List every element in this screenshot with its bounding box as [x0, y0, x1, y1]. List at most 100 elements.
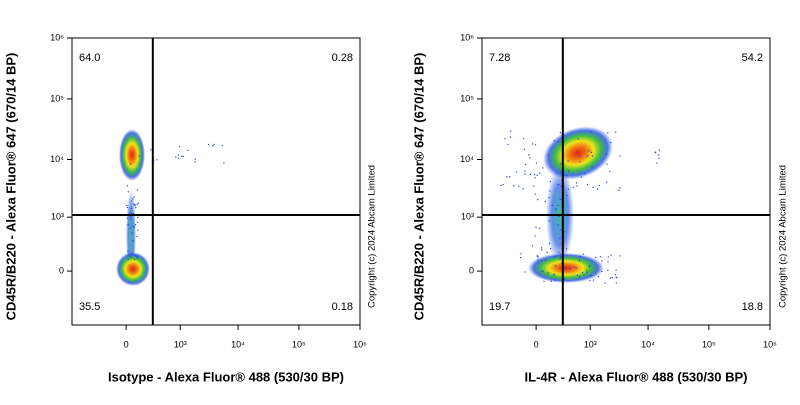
event-dot: [658, 157, 660, 159]
event-dot: [607, 132, 609, 134]
event-dot: [542, 270, 544, 272]
event-dot: [132, 225, 134, 227]
event-dot: [561, 137, 563, 139]
density-cloud: [116, 252, 150, 286]
event-dot: [156, 159, 158, 161]
y-tick-label: 10³: [461, 212, 474, 222]
event-dot: [572, 186, 574, 188]
event-dot: [212, 145, 214, 147]
event-dot: [502, 184, 504, 186]
event-dot: [591, 166, 593, 168]
event-dot: [182, 155, 185, 158]
event-dot: [178, 146, 181, 148]
event-dot: [579, 256, 581, 258]
event-dot: [607, 256, 609, 258]
x-tick-label: 10⁴: [641, 339, 655, 349]
event-dot: [553, 274, 555, 276]
copyright: Copyright (c) 2024 Abcam Limited: [778, 165, 789, 308]
event-dot: [136, 189, 139, 191]
event-dot: [576, 185, 578, 187]
y-axis-label: CD45R/B220 - Alexa Fluor® 647 (670/14 BP…: [3, 53, 18, 321]
event-dot: [555, 255, 557, 257]
x-tick-label: 10⁵: [292, 339, 306, 349]
event-dot: [582, 271, 584, 274]
event-dot: [563, 173, 565, 176]
event-dot: [133, 203, 135, 205]
event-dot: [554, 265, 557, 267]
event-dot: [129, 216, 132, 218]
event-dot: [522, 188, 524, 190]
event-dot: [150, 149, 152, 151]
event-dot: [130, 212, 132, 214]
event-dot: [130, 207, 133, 209]
event-dot: [601, 260, 603, 262]
y-tick-label: 10⁴: [50, 154, 64, 164]
event-dot: [578, 259, 581, 262]
event-dot: [533, 173, 536, 176]
event-dot: [560, 185, 563, 187]
event-dot: [127, 224, 129, 226]
x-tick-label: 10⁵: [702, 339, 716, 349]
event-dot: [584, 172, 586, 175]
event-dot: [589, 279, 591, 282]
event-dot: [515, 171, 517, 173]
density-cloud: [119, 129, 145, 181]
event-dot: [655, 152, 657, 154]
event-dot: [504, 138, 506, 140]
event-dot: [615, 282, 617, 284]
event-dot: [557, 204, 559, 207]
event-dot: [586, 270, 588, 272]
event-dot: [618, 189, 620, 191]
event-dot: [615, 276, 617, 278]
event-dot: [569, 267, 571, 270]
x-tick-label: 10⁶: [763, 339, 777, 349]
event-dot: [540, 247, 543, 249]
event-dot: [557, 224, 559, 226]
y-tick-label: 0: [469, 265, 474, 275]
event-dot: [509, 176, 511, 178]
event-dot: [126, 204, 128, 207]
event-dot: [586, 271, 588, 274]
event-dot: [539, 227, 541, 229]
event-dot: [524, 271, 526, 273]
event-dot: [137, 229, 139, 231]
event-dot: [537, 256, 539, 258]
event-dot: [551, 204, 553, 207]
event-dot: [137, 216, 139, 218]
y-axis-label: CD45R/B220 - Alexa Fluor® 647 (670/14 BP…: [411, 53, 426, 321]
y-tick-label: 10⁴: [460, 154, 474, 164]
event-dot: [529, 157, 531, 159]
event-dot: [531, 143, 534, 145]
event-dot: [580, 176, 583, 178]
event-dot: [127, 191, 130, 193]
event-dot: [500, 184, 502, 186]
event-dot: [213, 143, 215, 146]
y-tick-label: 10⁶: [50, 32, 64, 42]
event-dot: [133, 213, 135, 215]
event-dot: [194, 161, 196, 163]
quadrant-value: 7.28: [489, 52, 510, 64]
event-dot: [619, 155, 621, 157]
event-dot: [567, 188, 569, 190]
event-dot: [133, 196, 135, 198]
plot-frame: [71, 37, 361, 326]
event-dot: [130, 163, 132, 165]
event-dot: [134, 205, 136, 207]
event-dot: [136, 221, 139, 223]
event-dot: [131, 232, 133, 234]
event-dot: [559, 237, 561, 240]
event-dot: [549, 180, 551, 183]
event-dot: [548, 196, 550, 199]
event-dot: [547, 154, 549, 157]
event-dot: [557, 183, 560, 186]
event-dot: [138, 155, 140, 157]
event-dot: [541, 249, 543, 251]
event-dot: [559, 253, 561, 255]
event-dot: [598, 184, 600, 187]
event-dot: [135, 255, 137, 257]
event-dot: [132, 240, 134, 242]
event-dot: [537, 199, 539, 201]
event-dot: [523, 148, 526, 150]
event-dot: [592, 186, 594, 188]
event-dot: [595, 256, 597, 259]
